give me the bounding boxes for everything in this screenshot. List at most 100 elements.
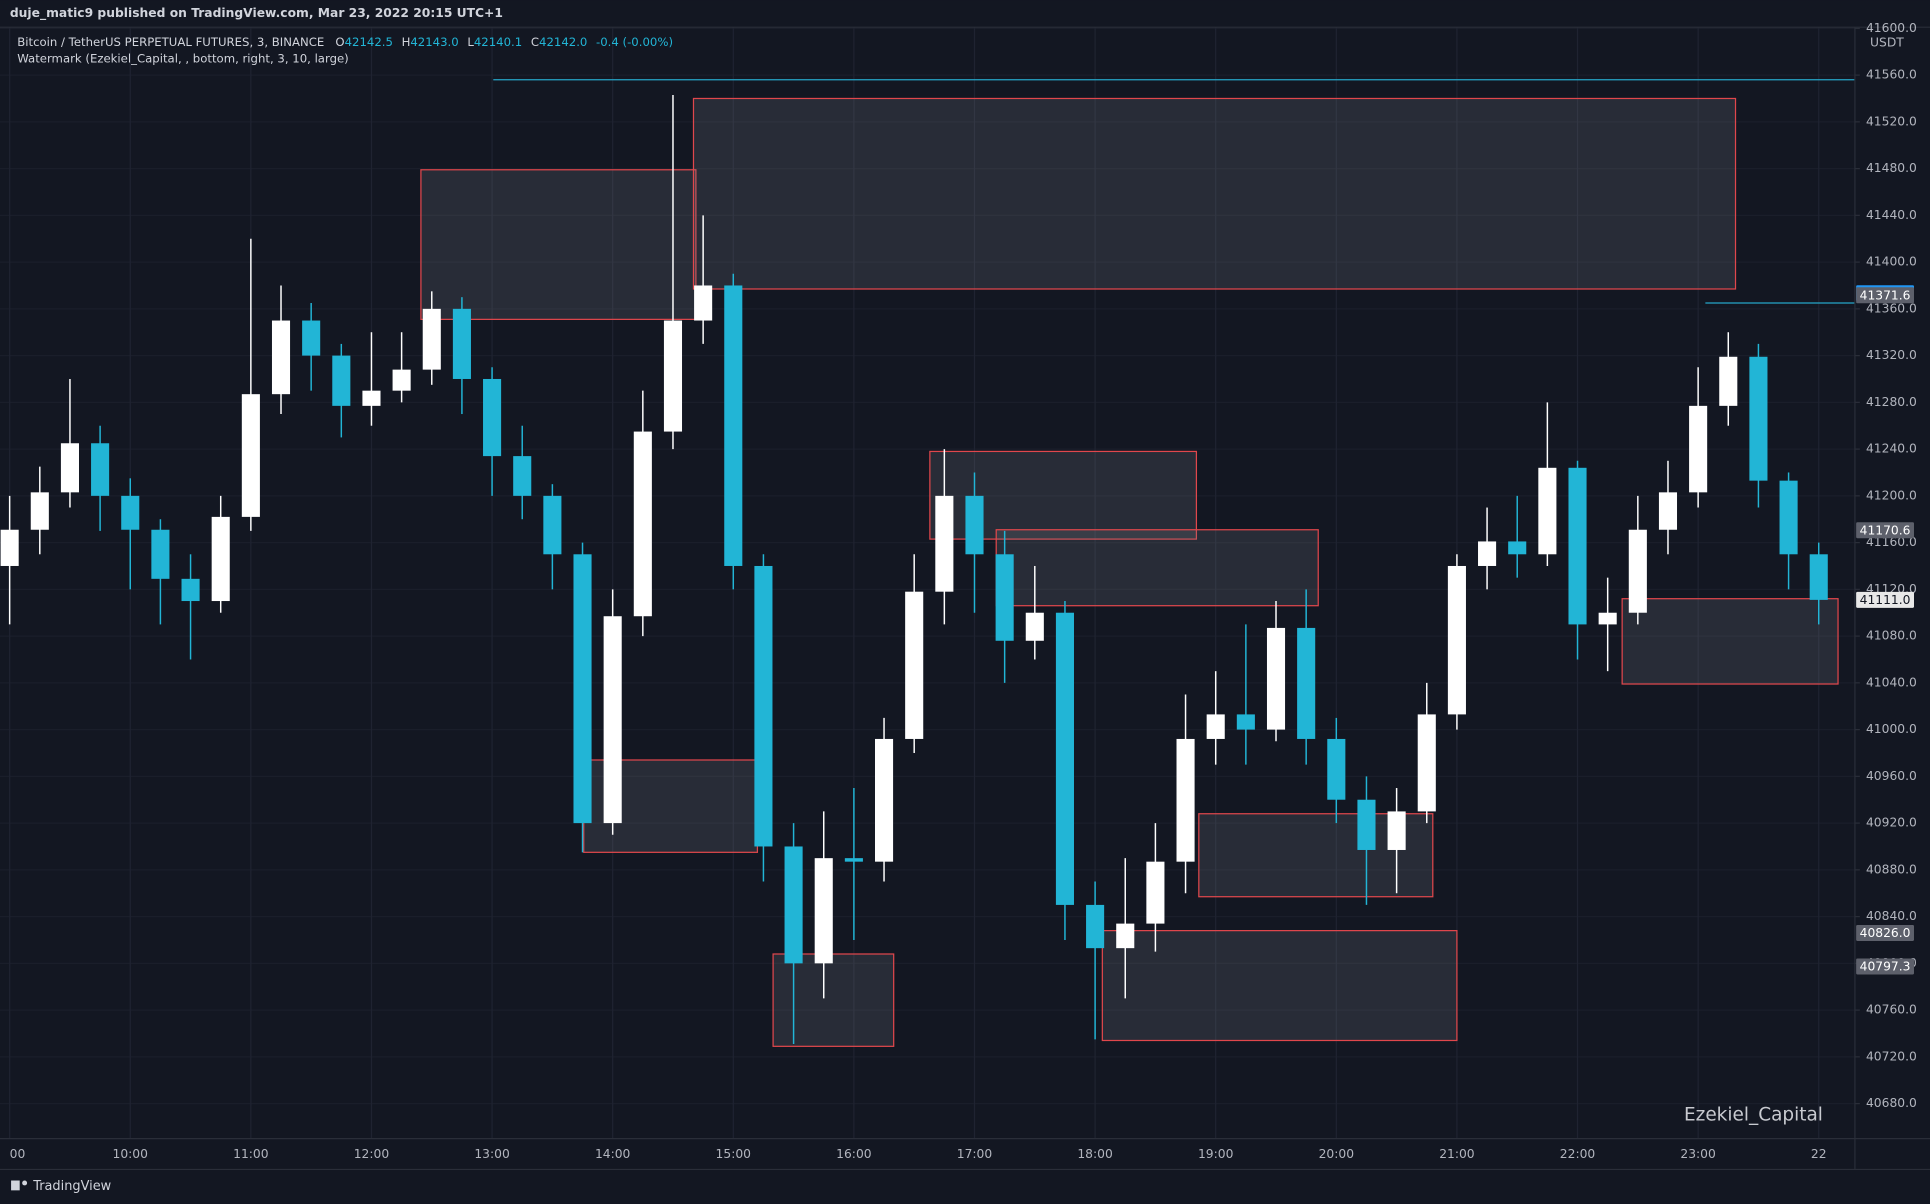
candle-body xyxy=(483,378,502,457)
price-label-bg xyxy=(1856,522,1914,539)
x-tick-label: 00 xyxy=(10,1147,26,1161)
y-tick-label: 41040.0 xyxy=(1866,675,1917,689)
candle-body xyxy=(1598,612,1617,625)
y-tick-label: 41080.0 xyxy=(1866,629,1917,643)
y-tick-label: 41520.0 xyxy=(1866,114,1917,128)
candle-body xyxy=(1508,541,1527,555)
candle-body xyxy=(694,285,713,321)
candle-body xyxy=(1628,529,1647,613)
candle-body xyxy=(362,390,381,406)
candle-body xyxy=(392,369,411,391)
zone xyxy=(420,169,697,320)
x-tick-label: 11:00 xyxy=(233,1147,268,1161)
x-tick-label: 20:00 xyxy=(1319,1147,1354,1161)
price-label-bg xyxy=(1856,287,1914,304)
legend: Bitcoin / TetherUS PERPETUAL FUTURES, 3,… xyxy=(17,34,673,48)
y-tick-label: 41480.0 xyxy=(1866,161,1917,175)
x-tick-label: 18:00 xyxy=(1077,1147,1112,1161)
candle-body xyxy=(1538,467,1557,555)
price-label: 40826.0 xyxy=(1860,926,1911,940)
candle-body xyxy=(1779,480,1798,555)
candle-body xyxy=(784,846,803,964)
candle-body xyxy=(1809,554,1828,600)
y-tick-label: 40760.0 xyxy=(1866,1003,1917,1017)
x-tick-label: 15:00 xyxy=(716,1147,751,1161)
published-by: duje_matic9 published on TradingView.com… xyxy=(10,6,503,21)
candle-body xyxy=(1749,356,1768,481)
candle-body xyxy=(1086,904,1105,949)
y-tick-label: 41440.0 xyxy=(1866,208,1917,222)
y-tick-label: 41360.0 xyxy=(1866,301,1917,315)
candle-body xyxy=(422,308,441,370)
zone xyxy=(995,529,1319,607)
logo-mark xyxy=(22,1180,28,1186)
y-tick-label: 40840.0 xyxy=(1866,909,1917,923)
price-label-bg xyxy=(1856,924,1914,941)
candle-body xyxy=(1176,738,1195,862)
candle-body xyxy=(874,738,894,862)
candle-body xyxy=(332,355,351,406)
candle-body xyxy=(724,285,743,566)
currency: USDT xyxy=(1870,36,1904,50)
candle-body xyxy=(1327,738,1346,800)
x-tick-label: 14:00 xyxy=(595,1147,630,1161)
x-tick-label: 10:00 xyxy=(113,1147,148,1161)
ohlc-value: 42143.0 xyxy=(410,34,458,48)
candle-body xyxy=(91,443,110,496)
change: -0.4 (-0.00%) xyxy=(596,34,673,48)
x-tick-label: 21:00 xyxy=(1439,1147,1474,1161)
price-label: 40797.3 xyxy=(1860,960,1911,974)
ohlc-key: H xyxy=(402,34,411,48)
candle-body xyxy=(663,320,683,432)
y-tick-label: 41000.0 xyxy=(1866,722,1917,736)
x-tick-label: 12:00 xyxy=(354,1147,389,1161)
zone xyxy=(1101,930,1458,1042)
candle-body xyxy=(181,578,200,602)
candle-body xyxy=(995,554,1014,641)
candle-body xyxy=(754,565,773,847)
candle-body xyxy=(1568,467,1587,625)
y-tick-label: 41600.0 xyxy=(1866,21,1917,35)
y-tick-label: 41200.0 xyxy=(1866,488,1917,502)
ohlc-value: 42142.0 xyxy=(539,34,587,48)
x-tick-label: 17:00 xyxy=(957,1147,992,1161)
y-tick-label: 40680.0 xyxy=(1866,1096,1917,1110)
y-tick-label: 40960.0 xyxy=(1866,769,1917,783)
y-tick-label: 40880.0 xyxy=(1866,862,1917,876)
y-tick-label: 41160.0 xyxy=(1866,535,1917,549)
logo-mark xyxy=(11,1180,20,1191)
brand: TradingView xyxy=(32,1179,111,1194)
candle-body xyxy=(1658,492,1678,530)
x-tick-label: 22:00 xyxy=(1560,1147,1595,1161)
price-label: 41170.6 xyxy=(1860,523,1911,537)
watermark: Ezekiel_Capital xyxy=(1684,1104,1823,1125)
candle-body xyxy=(1387,811,1406,850)
candle-body xyxy=(1478,541,1497,566)
price-label-bg xyxy=(1856,591,1914,608)
candle-body xyxy=(814,858,833,964)
x-tick-label: 22 xyxy=(1811,1147,1827,1161)
candle-body xyxy=(302,320,321,356)
indicator: Watermark (Ezekiel_Capital, , bottom, ri… xyxy=(17,52,349,66)
ohlc-key: O xyxy=(335,34,344,48)
y-tick-label: 41560.0 xyxy=(1866,68,1917,82)
candle-body xyxy=(1146,861,1165,924)
candle-body xyxy=(1417,714,1436,812)
footer-logo: TradingView xyxy=(11,1179,112,1194)
y-tick-label: 41240.0 xyxy=(1866,442,1917,456)
candle-body xyxy=(271,320,291,395)
candle-body xyxy=(935,495,954,592)
ohlc-value: 42140.1 xyxy=(474,34,522,48)
candle-body xyxy=(0,529,19,566)
price-label-bg xyxy=(1856,958,1914,975)
x-tick-label: 19:00 xyxy=(1198,1147,1233,1161)
candle-body xyxy=(1357,799,1376,850)
candle-body xyxy=(603,616,622,824)
y-tick-label: 40920.0 xyxy=(1866,816,1917,830)
candle-body xyxy=(1206,714,1225,739)
y-tick-label: 41280.0 xyxy=(1866,395,1917,409)
candle-body xyxy=(1236,714,1255,730)
candle-body xyxy=(1116,923,1135,949)
candle-body xyxy=(633,431,652,617)
